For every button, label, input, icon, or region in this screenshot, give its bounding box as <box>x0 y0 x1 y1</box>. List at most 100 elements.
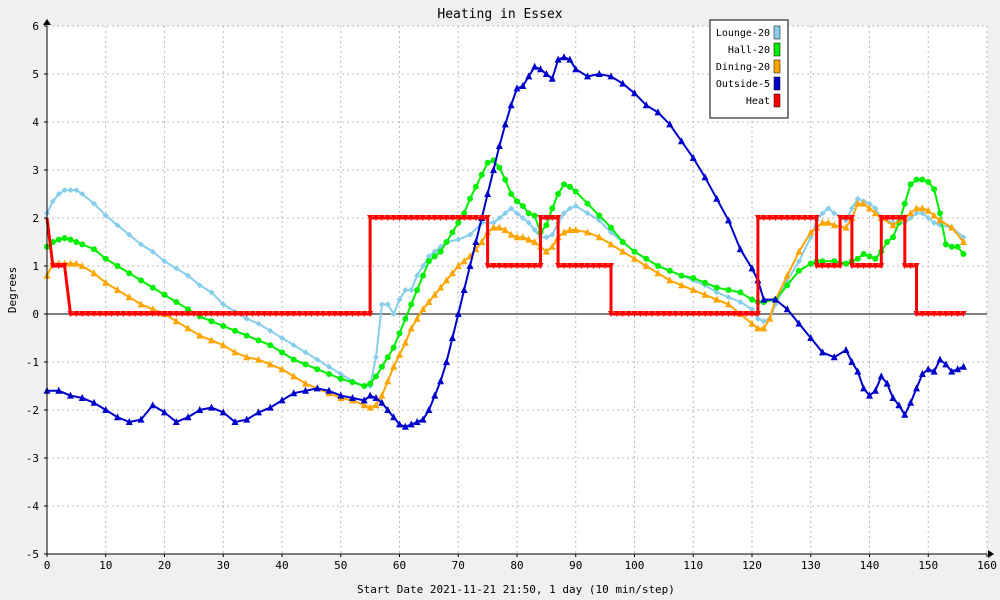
data-point <box>519 263 526 269</box>
series-layer <box>43 53 967 430</box>
data-point <box>543 222 550 229</box>
data-point <box>507 101 515 109</box>
data-point <box>513 84 521 92</box>
x-tick-label: 10 <box>99 559 112 572</box>
data-point <box>337 371 344 377</box>
data-point <box>918 204 926 212</box>
data-point <box>90 398 98 406</box>
data-point <box>243 311 250 317</box>
data-point <box>173 299 180 305</box>
data-point <box>531 212 538 219</box>
data-point <box>425 406 433 413</box>
data-point <box>525 235 533 243</box>
data-point <box>831 258 838 265</box>
data-point <box>619 311 626 317</box>
data-point <box>666 311 673 317</box>
legend: Lounge-20 Hall-20 Dining-20 Outside-5 Heat <box>709 19 789 119</box>
data-point <box>736 245 744 253</box>
data-point <box>942 311 949 317</box>
data-point <box>872 263 879 269</box>
data-point <box>460 257 468 265</box>
data-point <box>125 418 133 425</box>
data-point <box>778 215 785 221</box>
data-point <box>243 415 251 423</box>
data-point <box>566 226 574 233</box>
data-point <box>830 353 838 361</box>
data-point <box>796 267 802 274</box>
data-point <box>425 298 433 305</box>
y-tick-label: -5 <box>26 548 39 561</box>
legend-label: Hall-20 <box>728 45 770 56</box>
data-point <box>555 191 562 197</box>
data-point <box>402 315 409 322</box>
data-point <box>461 210 468 217</box>
data-point <box>490 223 497 231</box>
data-point <box>396 350 403 358</box>
data-point <box>837 263 844 269</box>
data-point <box>484 215 491 221</box>
data-point <box>331 311 338 317</box>
data-point <box>360 396 368 404</box>
data-point <box>901 263 908 269</box>
data-point <box>431 290 439 298</box>
data-point <box>684 311 691 317</box>
data-point <box>390 362 398 370</box>
data-point <box>243 353 251 361</box>
data-point <box>78 262 86 269</box>
y-axis-label: Degrees <box>6 267 19 313</box>
data-point <box>255 320 262 327</box>
data-point <box>907 398 915 406</box>
data-point <box>513 233 521 241</box>
data-point <box>279 311 285 317</box>
data-point <box>561 181 567 188</box>
data-point <box>784 282 791 289</box>
data-point <box>484 190 492 197</box>
x-tick-label: 0 <box>44 559 51 572</box>
data-point <box>924 206 932 214</box>
data-point <box>367 380 374 387</box>
data-point <box>279 335 285 341</box>
data-point <box>401 338 409 346</box>
data-point <box>72 259 80 267</box>
data-point <box>831 263 838 269</box>
data-point <box>401 422 409 430</box>
data-point <box>125 293 133 301</box>
data-point <box>408 215 415 221</box>
data-point <box>860 384 868 392</box>
data-point <box>913 204 920 212</box>
data-point <box>278 396 286 404</box>
data-point <box>866 204 873 212</box>
data-point <box>378 391 386 399</box>
data-point <box>232 311 238 317</box>
data-point <box>326 311 332 317</box>
data-point <box>472 238 480 245</box>
data-point <box>91 200 97 207</box>
data-point <box>237 311 244 317</box>
data-point <box>55 191 62 197</box>
data-point <box>255 355 262 363</box>
legend-label: Lounge-20 <box>716 28 770 39</box>
data-point <box>496 164 503 171</box>
data-point <box>355 311 362 317</box>
data-point <box>501 226 509 233</box>
data-point <box>302 379 309 387</box>
data-point <box>543 234 550 241</box>
data-point <box>807 215 814 221</box>
data-point <box>372 401 380 409</box>
data-point <box>490 263 497 269</box>
data-point <box>478 171 485 178</box>
data-point <box>414 287 421 293</box>
legend-swatch <box>773 25 781 40</box>
data-point <box>931 186 938 193</box>
y-tick-label: -1 <box>26 356 39 369</box>
data-point <box>231 418 239 425</box>
data-point <box>701 173 709 181</box>
data-point <box>102 212 109 219</box>
data-point <box>824 218 832 226</box>
data-point <box>872 255 879 262</box>
data-point <box>67 311 74 317</box>
data-point <box>149 305 157 313</box>
data-point <box>595 70 603 77</box>
data-point <box>725 300 732 308</box>
data-point <box>419 305 427 313</box>
